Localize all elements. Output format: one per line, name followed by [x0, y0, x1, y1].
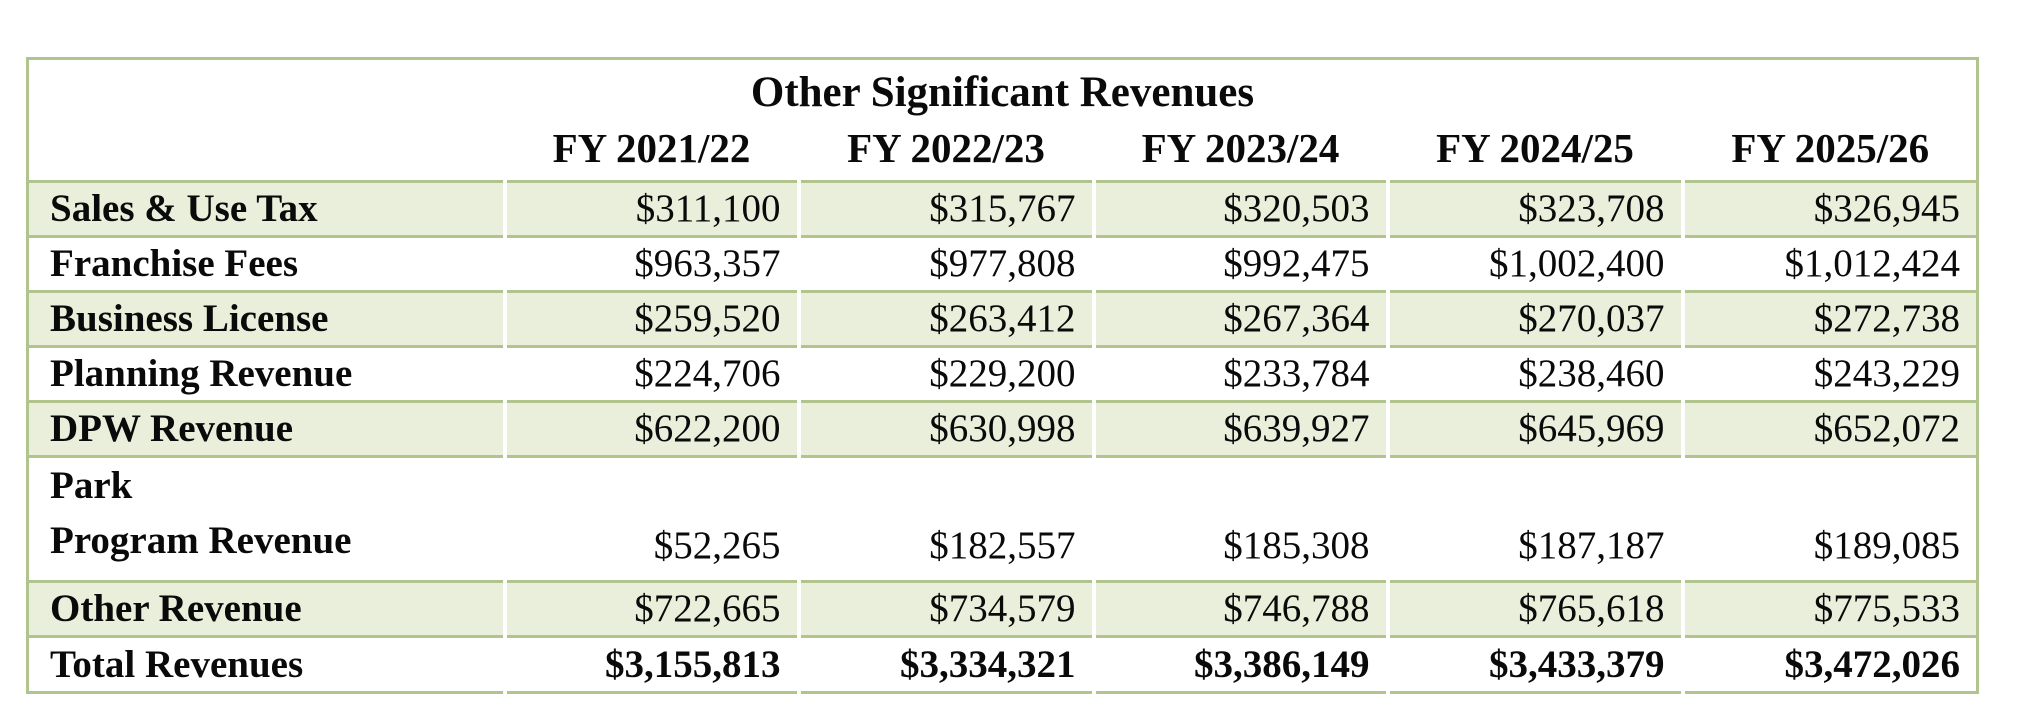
value-cell: $320,503: [1091, 181, 1388, 236]
value-cell: $185,308: [1091, 456, 1388, 581]
column-header-row: FY 2021/22 FY 2022/23 FY 2023/24 FY 2024…: [27, 117, 1978, 183]
value-cell: $977,808: [796, 236, 1094, 291]
table-row-planning-revenue: Planning Revenue $224,706 $229,200 $233,…: [27, 346, 1978, 401]
value-cell: $3,433,379: [1385, 636, 1683, 692]
value-cell: $3,155,813: [502, 636, 799, 692]
row-label: DPW Revenue: [27, 401, 505, 456]
value-cell: $311,100: [502, 181, 799, 236]
value-cell: $229,200: [796, 346, 1094, 401]
column-header-fy-2021-22: FY 2021/22: [502, 117, 799, 183]
value-cell: $238,460: [1385, 346, 1683, 401]
value-cell: $630,998: [796, 401, 1094, 456]
value-cell: $963,357: [502, 236, 799, 291]
value-cell: $259,520: [502, 291, 799, 346]
column-header-fy-2022-23: FY 2022/23: [796, 117, 1094, 183]
value-cell: $639,927: [1091, 401, 1388, 456]
value-cell: $270,037: [1385, 291, 1683, 346]
value-cell: $272,738: [1680, 291, 1978, 346]
table-row-park-program-revenue: Park Program Revenue $52,265 $182,557 $1…: [27, 456, 1978, 581]
row-label: Sales & Use Tax: [27, 181, 505, 236]
table-title-row: Other Significant Revenues: [28, 59, 1978, 118]
value-cell: $182,557: [796, 456, 1094, 581]
row-label: Park Program Revenue: [28, 456, 505, 581]
value-cell: $187,187: [1385, 456, 1683, 581]
value-cell: $622,200: [502, 401, 799, 456]
table-row-dpw-revenue: DPW Revenue $622,200 $630,998 $639,927 $…: [27, 401, 1978, 456]
row-label: Other Revenue: [27, 581, 505, 636]
value-cell: $267,364: [1091, 291, 1388, 346]
value-cell: $323,708: [1385, 181, 1683, 236]
value-cell: $992,475: [1091, 236, 1388, 291]
row-label: Total Revenues: [50, 642, 304, 686]
revenue-table: Other Significant Revenues FY 2021/22 FY…: [26, 57, 1980, 694]
row-label: Franchise Fees: [50, 242, 299, 285]
value-cell: $3,472,026: [1680, 636, 1978, 692]
value-cell: $3,334,321: [796, 636, 1094, 692]
value-cell: $326,945: [1680, 181, 1978, 236]
value-cell: $243,229: [1680, 346, 1978, 401]
value-cell: $233,784: [1091, 346, 1388, 401]
table-title: Other Significant Revenues: [750, 69, 1255, 116]
value-cell: $1,012,424: [1680, 236, 1978, 291]
column-header-fy-2023-24: FY 2023/24: [1091, 117, 1388, 183]
value-cell: $765,618: [1385, 581, 1683, 636]
value-cell: $1,002,400: [1385, 236, 1683, 291]
value-cell: $645,969: [1385, 401, 1683, 456]
column-header-spacer: [27, 117, 505, 183]
value-cell: $263,412: [796, 291, 1094, 346]
row-label-line1: Park: [50, 463, 133, 507]
value-cell: $189,085: [1680, 456, 1978, 581]
table-row-business-license: Business License $259,520 $263,412 $267,…: [27, 291, 1978, 346]
value-cell: $746,788: [1091, 581, 1388, 636]
table-row-franchise-fees: Franchise Fees $963,357 $977,808 $992,47…: [27, 236, 1978, 291]
value-cell: $775,533: [1680, 581, 1978, 636]
value-cell: $722,665: [502, 581, 799, 636]
table-row-total-revenues: Total Revenues $3,155,813 $3,334,321 $3,…: [27, 636, 1978, 692]
row-label: Planning Revenue: [50, 352, 353, 395]
value-cell: $52,265: [502, 456, 799, 581]
column-header-fy-2025-26: FY 2025/26: [1680, 117, 1978, 183]
value-cell: $734,579: [796, 581, 1094, 636]
value-cell: $315,767: [796, 181, 1094, 236]
value-cell: $3,386,149: [1091, 636, 1388, 692]
value-cell: $652,072: [1680, 401, 1978, 456]
row-label: Business License: [27, 291, 505, 346]
table-row-sales-use-tax: Sales & Use Tax $311,100 $315,767 $320,5…: [27, 181, 1978, 236]
table-row-other-revenue: Other Revenue $722,665 $734,579 $746,788…: [27, 581, 1978, 636]
column-header-fy-2024-25: FY 2024/25: [1385, 117, 1683, 183]
row-label-line2: Program Revenue: [50, 518, 352, 562]
value-cell: $224,706: [502, 346, 799, 401]
